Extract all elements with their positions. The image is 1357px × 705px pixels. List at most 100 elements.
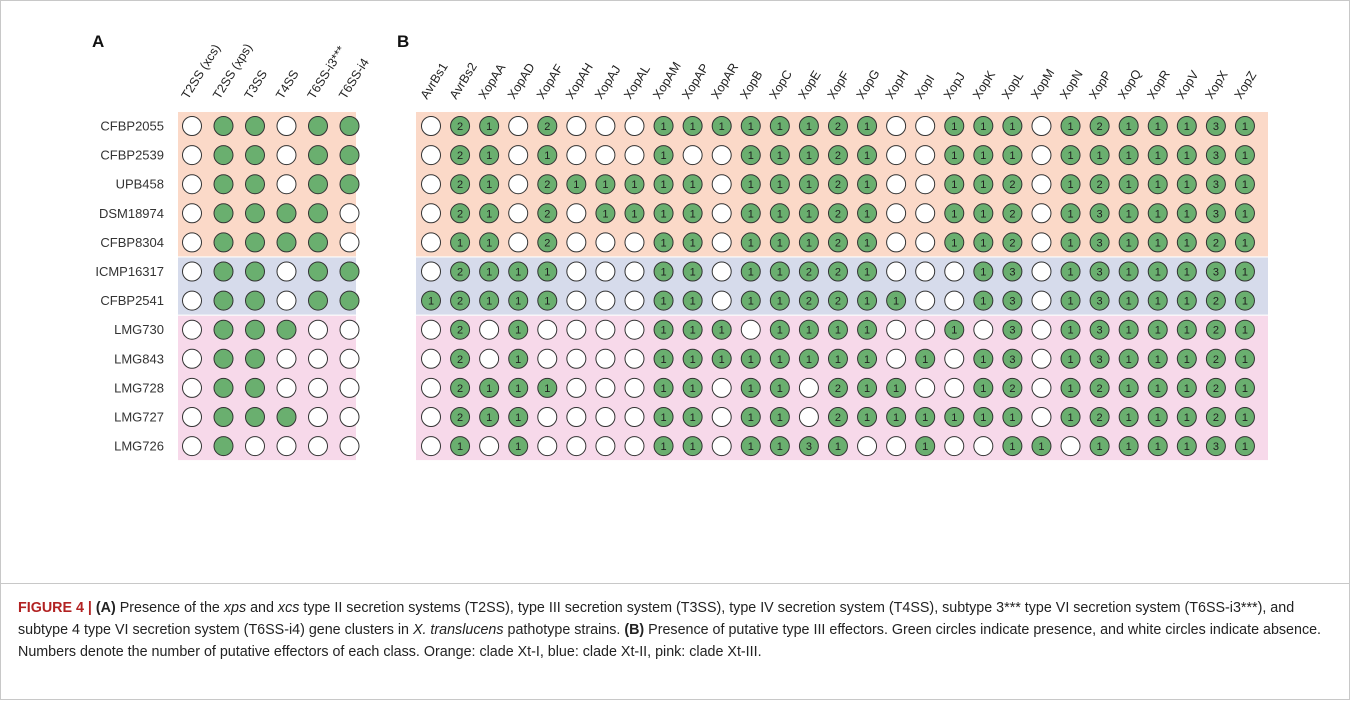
effector-count: 1 [748, 412, 754, 424]
effector-circle [595, 174, 616, 195]
panel-b-column-header: XopE [796, 68, 824, 101]
effector-circle [1060, 290, 1081, 311]
effector-circle [1205, 203, 1226, 224]
secretion-system-circle [213, 145, 234, 166]
effector-count: 1 [486, 296, 492, 308]
secretion-system-circle [308, 261, 328, 282]
effector-circle [479, 290, 500, 311]
panel-b-column-header: XopZ [1232, 69, 1260, 102]
effector-circle [537, 145, 558, 166]
effector-circle [566, 232, 587, 253]
effector-count: 1 [690, 412, 696, 424]
effector-count: 1 [922, 412, 928, 424]
effector-circle [1205, 436, 1226, 457]
effector-circle [1205, 145, 1226, 166]
effector-count: 1 [660, 237, 666, 249]
effector-circle [1118, 436, 1139, 457]
caption-text-2: and [246, 600, 278, 616]
effector-count: 1 [835, 441, 841, 453]
effector-count: 1 [1067, 296, 1073, 308]
effector-circle [944, 261, 965, 282]
effector-circle [682, 407, 703, 427]
effector-circle [1060, 319, 1081, 340]
panel-b-column-header: XopC [767, 68, 795, 102]
effector-circle [1147, 145, 1168, 166]
effector-count: 1 [690, 121, 696, 133]
effector-circle [1002, 348, 1023, 369]
effector-count: 1 [951, 412, 957, 424]
effector-circle [1089, 174, 1110, 195]
panel-b-column-header: XopG [854, 67, 883, 102]
secretion-system-circle [308, 203, 328, 224]
effector-circle [537, 319, 558, 340]
effector-count: 1 [486, 179, 492, 191]
secretion-system-circle [276, 203, 297, 224]
effector-circle [740, 348, 761, 369]
effector-count: 2 [457, 325, 463, 337]
effector-count: 1 [777, 121, 783, 133]
effector-count: 1 [690, 296, 696, 308]
effector-count: 2 [1097, 383, 1103, 395]
effector-circle [1118, 174, 1139, 195]
effector-circle [1089, 203, 1110, 224]
secretion-system-circle [276, 407, 297, 427]
effector-circle [973, 203, 994, 224]
effector-circle [886, 319, 907, 340]
strain-label: ICMP16317 [95, 264, 164, 279]
secretion-system-circle [182, 232, 202, 253]
effector-circle [508, 261, 529, 282]
effector-count: 1 [457, 441, 463, 453]
effector-count: 1 [980, 237, 986, 249]
effector-circle [769, 145, 790, 166]
effector-circle [1002, 290, 1023, 311]
effector-count: 1 [515, 267, 521, 279]
secretion-system-circle [245, 116, 265, 136]
effector-circle [711, 232, 732, 253]
secretion-system-circle [245, 319, 265, 340]
secretion-system-circle [339, 145, 360, 166]
effector-count: 1 [806, 150, 812, 162]
effector-circle [595, 319, 616, 340]
effector-circle [1060, 116, 1081, 136]
effector-circle [944, 290, 965, 311]
panel-b-column-header: XopH [883, 68, 911, 102]
figure-caption: FIGURE 4 | (A) Presence of the xps and x… [18, 597, 1328, 663]
strain-label: LMG728 [114, 380, 164, 395]
panel-b-column-header: XopAF [534, 61, 566, 101]
panel-b-column-header: AvrBs1 [418, 60, 451, 101]
effector-circle [1234, 145, 1255, 166]
effector-circle [973, 407, 994, 427]
effector-count: 1 [660, 267, 666, 279]
panel-b-column-header: XopX [1203, 68, 1231, 102]
effector-count: 1 [719, 121, 725, 133]
effector-count: 1 [1184, 208, 1190, 220]
secretion-system-circle [213, 261, 234, 282]
effector-count: 1 [1126, 267, 1132, 279]
effector-circle [566, 174, 587, 195]
effector-circle [1147, 377, 1168, 398]
effector-count: 1 [660, 441, 666, 453]
effector-circle [653, 407, 674, 427]
effector-count: 1 [1184, 267, 1190, 279]
effector-circle [1118, 116, 1139, 136]
effector-circle [479, 436, 500, 457]
effector-count: 1 [1155, 208, 1161, 220]
effector-count: 2 [457, 208, 463, 220]
effector-count: 1 [748, 441, 754, 453]
effector-circle [1031, 407, 1052, 427]
secretion-system-circle [182, 436, 202, 457]
effector-circle [740, 261, 761, 282]
effector-count: 1 [777, 412, 783, 424]
effector-count: 1 [1126, 237, 1132, 249]
effector-circle [915, 116, 936, 136]
effector-circle [1002, 319, 1023, 340]
secretion-system-circle [308, 116, 328, 136]
effector-count: 1 [980, 150, 986, 162]
effector-circle [1118, 232, 1139, 253]
effector-circle [450, 407, 471, 427]
effector-circle [1176, 174, 1197, 195]
effector-count: 1 [980, 383, 986, 395]
effector-circle [1234, 436, 1255, 457]
effector-circle [421, 377, 441, 398]
effector-circle [711, 407, 732, 427]
